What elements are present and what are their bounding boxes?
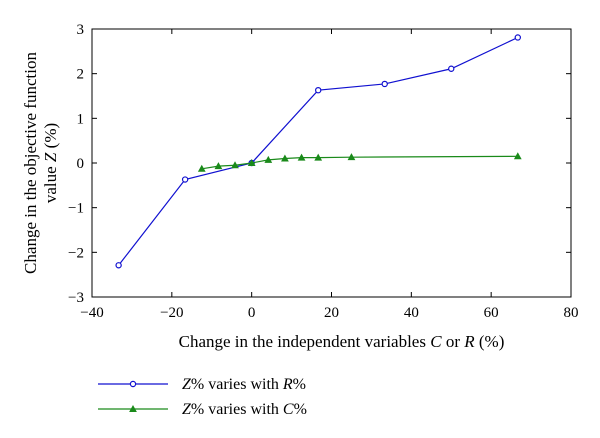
data-point	[381, 80, 388, 88]
data-point	[297, 153, 306, 161]
y-tick-label: −2	[68, 245, 84, 261]
data-point	[347, 153, 356, 161]
text-part: (%)	[41, 123, 60, 153]
axis-titles: Change in the independent variables C or…	[21, 52, 504, 351]
series-z-vs-c	[197, 152, 522, 172]
legend-label: Z% varies with R%	[182, 376, 306, 393]
series-line	[118, 36, 519, 266]
y-tick-label: 2	[77, 67, 85, 83]
text-part: % varies with	[191, 401, 283, 418]
data-point	[231, 161, 239, 169]
legend-item: Z% varies with R%	[98, 376, 306, 393]
data-point	[314, 153, 323, 161]
text-part: Change in the independent variables	[179, 332, 431, 351]
series-layer	[115, 34, 522, 269]
data-point	[514, 34, 521, 41]
data-point	[181, 176, 189, 183]
data-point	[214, 162, 223, 170]
y-tick-label: 1	[77, 111, 85, 127]
text-part: Z	[41, 152, 60, 162]
x-tick-label: −20	[160, 305, 183, 321]
data-point	[247, 158, 256, 166]
x-tick-label: −40	[80, 305, 103, 321]
plot-frame	[91, 28, 572, 298]
data-point	[513, 152, 522, 160]
legend-label: Z% varies with C%	[182, 401, 307, 418]
text-part: R	[463, 332, 475, 351]
data-point	[197, 164, 206, 172]
legend-item: Z% varies with C%	[98, 401, 307, 418]
y-tick-label: −1	[68, 201, 84, 217]
y-tick-label: 3	[77, 22, 85, 38]
y-tick-label: 0	[77, 156, 85, 172]
text-part: %	[293, 376, 306, 393]
x-axis-title: Change in the independent variables C or…	[179, 332, 505, 351]
data-point	[264, 155, 273, 163]
x-tick-label: 40	[404, 305, 419, 321]
text-part: Z	[182, 401, 192, 418]
text-part: C	[283, 401, 294, 418]
data-point	[281, 154, 289, 162]
ticks: −40 −20 0 20 40 60 80 −3 −2 −1 0 1 2 3	[68, 22, 578, 321]
series-z-vs-r	[115, 34, 521, 269]
x-tick-label: 60	[484, 305, 499, 321]
data-point	[315, 86, 322, 94]
text-part: C	[430, 332, 442, 351]
legend-marker	[129, 380, 137, 388]
x-tick-label: 20	[324, 305, 339, 321]
data-point	[448, 65, 455, 72]
y-axis-title-line1: Change in the objective function	[21, 52, 40, 274]
text-part: Z	[182, 376, 192, 393]
x-tick-label: 80	[564, 305, 579, 321]
text-part: R	[282, 376, 293, 393]
text-part: value	[41, 162, 60, 203]
text-part: %	[294, 401, 307, 418]
data-point	[115, 262, 122, 269]
y-tick-label: −3	[68, 290, 84, 306]
legend-marker	[129, 404, 137, 412]
text-part: (%)	[475, 332, 505, 351]
axes	[91, 28, 572, 298]
y-axis-title-line2: value Z (%)	[41, 123, 60, 203]
x-tick-label: 0	[248, 305, 256, 321]
legend: Z% varies with R%Z% varies with C%	[98, 376, 307, 418]
text-part: % varies with	[191, 376, 283, 393]
text-part: or	[442, 332, 465, 351]
series-line	[201, 155, 518, 170]
